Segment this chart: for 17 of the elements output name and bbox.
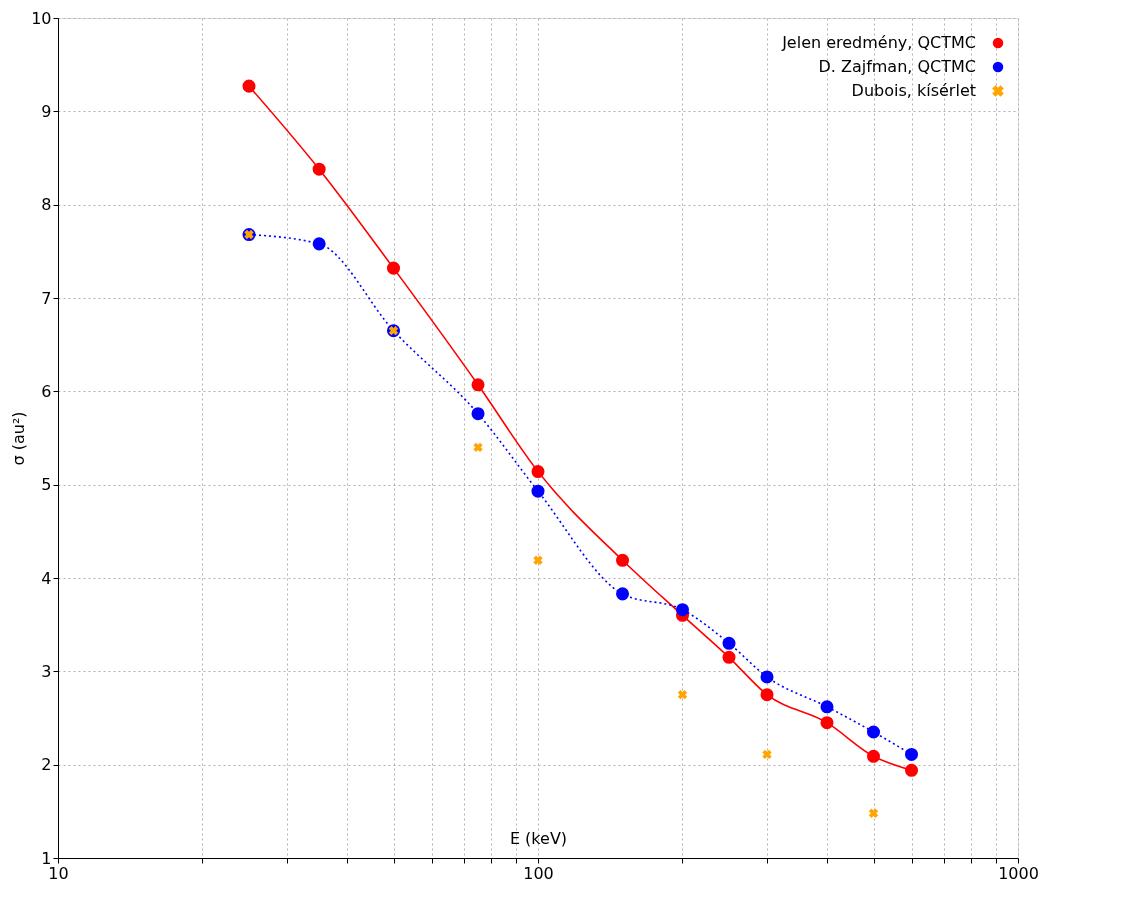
y-tick-label: 9 bbox=[41, 101, 52, 121]
y-tick-label: 8 bbox=[41, 195, 52, 215]
legend-label: D. Zajfman, QCTMC bbox=[818, 57, 976, 76]
y-tick-label: 4 bbox=[41, 568, 52, 588]
y-tick-label: 2 bbox=[41, 755, 52, 775]
x-tick-label: 100 bbox=[523, 863, 554, 883]
legend-label: Dubois, kísérlet bbox=[851, 81, 976, 100]
y-tick-label: 6 bbox=[41, 381, 52, 401]
x-tick-label: 1000 bbox=[998, 863, 1039, 883]
legend-label: Jelen eredmény, QCTMC bbox=[781, 33, 976, 52]
y-tick-label: 1 bbox=[41, 848, 52, 868]
y-tick-label: 10 bbox=[31, 8, 52, 28]
y-tick-label: 7 bbox=[41, 288, 52, 308]
y-tick-label: 3 bbox=[41, 661, 52, 681]
y-tick-label: 5 bbox=[41, 475, 52, 495]
x-axis-title: E (keV) bbox=[509, 828, 568, 848]
y-axis-title: σ (au²) bbox=[9, 411, 29, 466]
